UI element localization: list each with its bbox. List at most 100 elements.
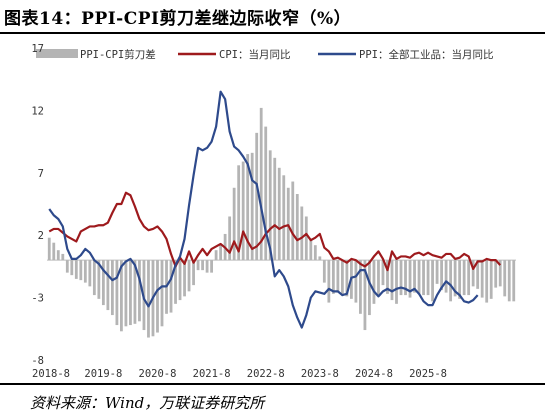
y-axis: 17 12 7 2 -3 -8: [31, 43, 44, 367]
bar: [327, 260, 331, 303]
bar: [476, 260, 480, 289]
bar: [174, 260, 177, 304]
legend-label-spread: PPI-CPI剪刀差: [80, 48, 156, 61]
title-rule: [0, 32, 545, 34]
line-series-ppi: [48, 90, 479, 329]
footer-rule: [0, 383, 545, 385]
bar: [340, 260, 344, 294]
x-tick-label: 2019-8: [84, 368, 122, 380]
legend-label-cpi: CPI：当月同比: [219, 48, 290, 61]
bar: [92, 260, 96, 296]
bar: [205, 260, 209, 273]
bar: [120, 260, 123, 332]
bar: [422, 260, 425, 296]
x-tick-label: 2021-8: [193, 368, 231, 380]
bar: [322, 260, 326, 283]
bar: [268, 150, 272, 261]
bar: [52, 242, 56, 261]
bar: [160, 260, 164, 327]
chart: PPI-CPI剪刀差 CPI：当月同比 PPI：全部工业品：当月同比 17 12 7…: [31, 43, 516, 380]
bar: [169, 260, 173, 313]
bar: [201, 260, 204, 271]
bar: [381, 260, 385, 286]
x-tick-label: 2022-8: [247, 368, 285, 380]
bar: [65, 260, 69, 273]
bar: [219, 245, 223, 261]
bar: [309, 238, 313, 261]
bar: [498, 260, 502, 287]
bar: [363, 260, 367, 331]
bar: [336, 260, 340, 293]
bar: [232, 187, 236, 261]
bar: [241, 161, 245, 261]
bar: [277, 167, 281, 261]
bar: [368, 260, 371, 316]
y-tick-label: 12: [31, 105, 44, 117]
bar: [210, 260, 213, 273]
bar: [453, 260, 457, 297]
bar: [101, 260, 105, 306]
bar: [124, 260, 128, 327]
y-tick-label: -8: [31, 355, 44, 367]
bar: [259, 107, 263, 261]
bar: [458, 260, 462, 299]
bar: [462, 260, 466, 296]
bar: [404, 260, 407, 296]
bar: [79, 260, 83, 281]
bar: [372, 260, 376, 304]
bar: [295, 194, 299, 261]
bar: [435, 260, 439, 284]
bar: [106, 260, 110, 311]
y-tick-label: -3: [31, 293, 44, 305]
bar: [444, 260, 448, 293]
figure-title: 图表14：PPI-CPI剪刀差继边际收窄（%）: [4, 9, 352, 29]
bar: [110, 260, 114, 316]
bar: [129, 260, 132, 326]
bar: [214, 250, 218, 261]
bar: [359, 260, 362, 314]
bar: [192, 260, 195, 286]
bar: [183, 260, 186, 297]
bar: [395, 260, 398, 304]
bar: [250, 152, 254, 261]
line-series-cpi: [48, 191, 502, 272]
bar: [61, 253, 65, 261]
bar: [331, 260, 335, 294]
bar: [390, 260, 394, 301]
bar: [431, 260, 434, 302]
source-note: 资料来源：Wind，万联证券研究所: [30, 394, 265, 412]
bar: [440, 260, 443, 291]
bar: [467, 260, 471, 296]
bar: [282, 175, 286, 261]
bar: [115, 260, 119, 326]
bar: [300, 206, 304, 261]
bar: [304, 216, 308, 261]
bar: [264, 126, 268, 261]
bar: [354, 260, 358, 303]
bar: [485, 260, 489, 303]
bar: [138, 260, 141, 322]
bar: [70, 260, 74, 276]
x-tick-label: 2023-8: [301, 368, 339, 380]
bar: [228, 216, 232, 261]
bar: [413, 260, 416, 293]
bar: [273, 157, 277, 261]
x-tick-label: 2024-8: [355, 368, 393, 380]
bar: [147, 260, 150, 338]
bar: [156, 260, 159, 333]
bar: [246, 154, 250, 261]
legend-label-ppi: PPI：全部工业品：当月同比: [359, 48, 493, 61]
bar: [56, 250, 60, 261]
y-tick-label: 17: [31, 43, 44, 55]
bar: [47, 237, 51, 261]
bar: [255, 132, 259, 261]
bar: [408, 260, 412, 298]
bar: [237, 165, 241, 261]
x-tick-label: 2025-8: [409, 368, 447, 380]
bar: [512, 260, 516, 302]
bar: [386, 260, 389, 294]
legend-swatch-spread: [36, 49, 78, 58]
bar: [291, 181, 295, 261]
bar: [83, 260, 87, 283]
chart-legend: PPI-CPI剪刀差 CPI：当月同比 PPI：全部工业品：当月同比: [36, 48, 493, 61]
